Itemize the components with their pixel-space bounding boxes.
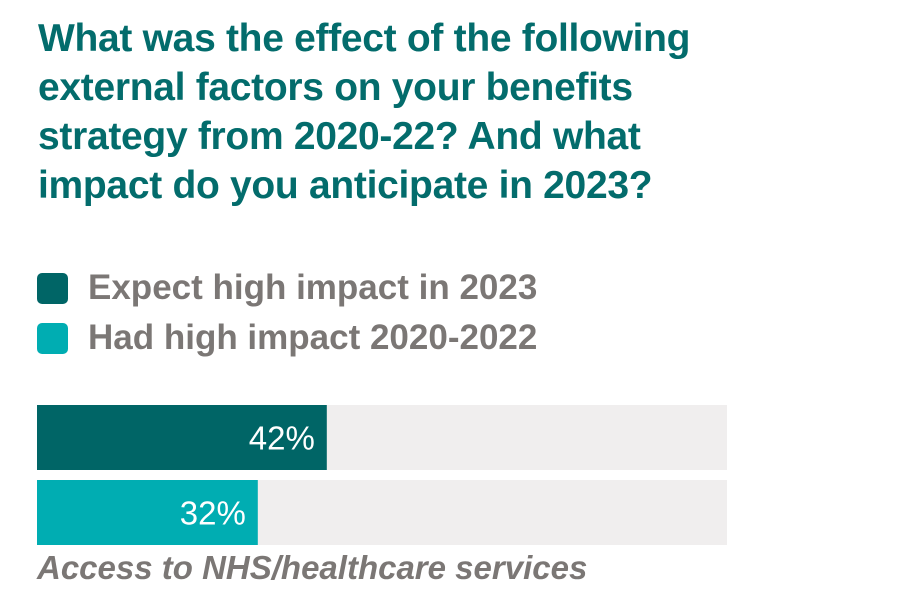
legend-label: Expect high impact in 2023 bbox=[88, 268, 538, 307]
data-label: 32% bbox=[180, 495, 246, 532]
legend: Expect high impact in 2023 Had high impa… bbox=[37, 263, 537, 363]
legend-swatch bbox=[37, 272, 68, 304]
bar bbox=[37, 405, 327, 470]
chart-title: What was the effect of the following ext… bbox=[38, 17, 691, 207]
bar bbox=[37, 480, 258, 545]
legend-label: Had high impact 2020-2022 bbox=[88, 318, 538, 357]
data-label: 42% bbox=[249, 420, 315, 457]
category-label: Access to NHS/healthcare services bbox=[37, 549, 588, 586]
legend-item-had-2020-2022: Had high impact 2020-2022 bbox=[37, 313, 537, 363]
legend-item-expect-2023: Expect high impact in 2023 bbox=[37, 263, 537, 313]
legend-swatch bbox=[37, 322, 68, 354]
